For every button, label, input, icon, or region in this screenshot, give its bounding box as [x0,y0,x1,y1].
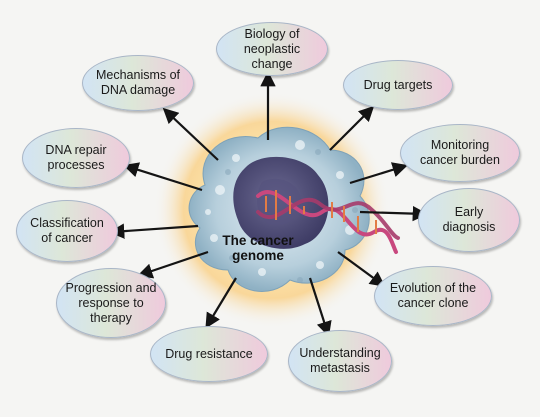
dna-helix-icon [256,190,400,254]
node-label: Understanding metastasis [299,346,381,375]
arrow-to-classification [108,223,199,239]
node-label: Drug resistance [165,346,253,361]
arrow-to-monitoring [349,162,408,185]
node-monitoring-cancer-burden: Monitoring cancer burden [400,124,520,182]
arrow-to-mechanisms [162,107,219,161]
arrow-to-metastasis [308,277,332,337]
arrow-to-evolution [337,251,386,287]
node-progression-and-response-to-therapy: Progression and response to therapy [56,268,166,338]
arrow-to-drug-resistance [205,277,237,329]
node-label: Evolution of the cancer clone [389,281,477,310]
node-label: Mechanisms of DNA damage [95,68,181,97]
arrow-to-drug-targets [329,105,375,151]
node-drug-resistance: Drug resistance [150,326,268,382]
node-biology-of-neoplastic-change: Biology of neoplastic change [216,22,328,76]
arrow-to-progression [137,250,209,279]
center-label: The cancer genome [206,233,310,263]
node-label: Classification of cancer [30,216,104,245]
cancer-cell-icon [188,126,370,292]
center-label-line2: genome [232,248,284,263]
node-mechanisms-of-dna-damage: Mechanisms of DNA damage [82,55,194,111]
node-label: DNA repair processes [45,143,107,172]
arrow-to-dna-repair [123,162,203,192]
node-label: Drug targets [363,77,433,92]
node-label: Biology of neoplastic change [243,26,301,71]
arrow-to-early-diagnosis [359,205,429,222]
node-label: Progression and response to therapy [65,280,157,325]
node-label: Early diagnosis [442,205,496,234]
center-label-line1: The cancer [222,233,294,248]
node-understanding-metastasis: Understanding metastasis [288,330,392,392]
node-dna-repair-processes: DNA repair processes [22,128,130,188]
node-drug-targets: Drug targets [343,60,453,110]
connector-arrows [108,70,429,337]
node-label: Monitoring cancer burden [420,138,500,167]
node-evolution-of-the-cancer-clone: Evolution of the cancer clone [374,266,492,326]
node-classification-of-cancer: Classification of cancer [16,200,118,262]
node-early-diagnosis: Early diagnosis [418,188,520,252]
